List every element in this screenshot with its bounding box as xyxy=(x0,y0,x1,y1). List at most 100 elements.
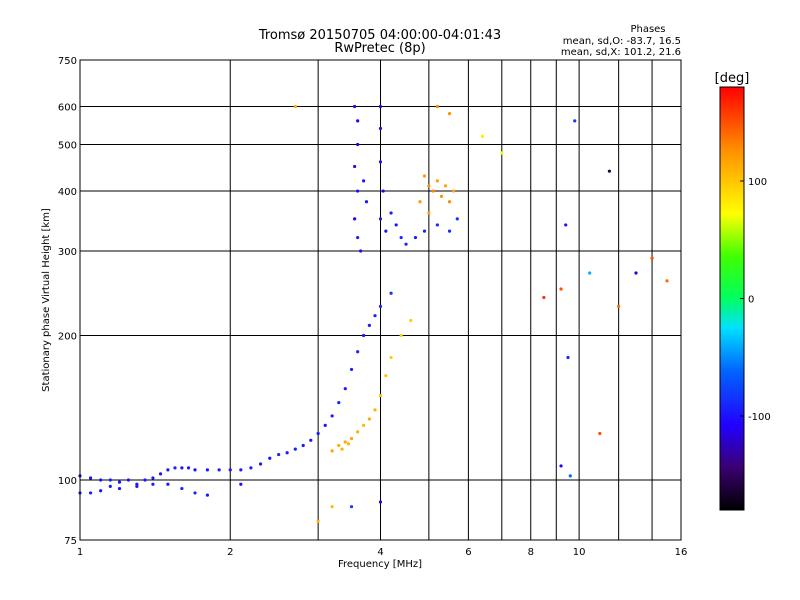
data-point xyxy=(559,287,563,291)
data-point xyxy=(180,486,184,491)
data-point xyxy=(277,452,281,457)
data-points xyxy=(78,104,669,523)
data-point xyxy=(180,466,184,470)
x-tick-label: 4 xyxy=(377,547,383,558)
data-point xyxy=(399,235,403,240)
data-point xyxy=(359,249,363,253)
data-point xyxy=(381,189,385,193)
y-tick-label: 750 xyxy=(58,56,77,67)
data-point xyxy=(173,466,177,470)
y-tick-label: 600 xyxy=(58,103,77,114)
data-point xyxy=(542,295,546,300)
data-point xyxy=(568,474,572,478)
data-point xyxy=(330,414,334,418)
data-point xyxy=(343,440,347,444)
data-point xyxy=(356,119,360,123)
data-point xyxy=(330,505,334,509)
data-point xyxy=(205,468,210,472)
data-point xyxy=(447,111,452,116)
y-tick-label: 75 xyxy=(64,536,77,547)
chart-subtitle: RwPretec (8p) xyxy=(334,41,425,56)
x-tick-label: 6 xyxy=(465,547,471,558)
data-point xyxy=(340,447,344,451)
data-point xyxy=(151,476,155,480)
x-tick-label: 8 xyxy=(528,547,534,558)
data-point xyxy=(362,179,366,183)
y-tick-label: 100 xyxy=(58,476,77,487)
data-point xyxy=(117,486,122,491)
data-point xyxy=(293,104,297,109)
x-tick-label: 1 xyxy=(77,547,83,558)
data-point xyxy=(399,333,403,338)
data-point xyxy=(205,493,210,497)
chart-title: Tromsø 20150705 04:00:00-04:01:43 xyxy=(258,28,501,43)
data-point xyxy=(353,217,357,221)
data-point xyxy=(349,367,354,372)
data-point xyxy=(573,119,577,123)
data-point xyxy=(362,333,366,338)
data-point xyxy=(650,256,654,260)
y-tick-label: 400 xyxy=(58,187,77,198)
data-point xyxy=(88,491,93,495)
data-point xyxy=(394,223,398,227)
data-point xyxy=(378,104,383,109)
data-point xyxy=(193,468,197,472)
data-point xyxy=(301,443,305,448)
data-point xyxy=(389,355,393,360)
data-point xyxy=(323,423,327,427)
data-point xyxy=(665,279,669,283)
data-point xyxy=(346,442,351,446)
data-point xyxy=(151,482,155,486)
y-axis-label: Stationary phase Virtual Height [km] xyxy=(41,208,52,392)
phase-stats-heading: Phases xyxy=(630,24,665,35)
data-point xyxy=(588,271,592,275)
data-point xyxy=(364,200,369,204)
data-point xyxy=(99,489,103,493)
data-point xyxy=(337,443,341,448)
data-point xyxy=(217,468,221,472)
data-point xyxy=(349,505,354,509)
data-point xyxy=(362,423,366,427)
data-point xyxy=(268,456,272,460)
data-point xyxy=(356,430,360,434)
data-point xyxy=(422,229,427,233)
data-point xyxy=(439,194,444,198)
data-point xyxy=(258,462,263,466)
data-point xyxy=(422,174,427,178)
data-point xyxy=(564,223,568,227)
data-point xyxy=(378,160,383,164)
data-point xyxy=(378,217,383,221)
data-point xyxy=(389,211,393,215)
data-point xyxy=(166,482,170,486)
data-point xyxy=(413,235,418,240)
x-axis-label: Frequency [MHz] xyxy=(338,559,422,570)
data-point xyxy=(330,449,334,453)
data-point xyxy=(99,478,103,482)
data-point xyxy=(316,519,320,523)
x-tick-label: 10 xyxy=(573,547,586,558)
data-point xyxy=(367,323,371,327)
data-point xyxy=(186,466,191,470)
data-point xyxy=(404,242,408,246)
data-point xyxy=(166,468,170,472)
data-point xyxy=(158,472,163,476)
data-point xyxy=(431,189,435,193)
data-point xyxy=(435,223,439,227)
data-point xyxy=(427,184,431,188)
data-point xyxy=(117,480,122,484)
data-point xyxy=(373,314,377,318)
y-tick-label: 300 xyxy=(58,247,77,258)
data-point xyxy=(418,200,422,204)
data-point xyxy=(135,484,139,488)
data-point xyxy=(607,169,612,173)
y-tick-label: 200 xyxy=(58,332,77,343)
data-point xyxy=(409,318,413,323)
data-point xyxy=(384,374,388,378)
x-tick-label: 2 xyxy=(227,547,233,558)
data-point xyxy=(378,304,383,309)
data-point xyxy=(451,189,456,193)
data-point xyxy=(634,271,638,275)
data-point xyxy=(316,431,320,436)
data-point xyxy=(356,350,360,354)
